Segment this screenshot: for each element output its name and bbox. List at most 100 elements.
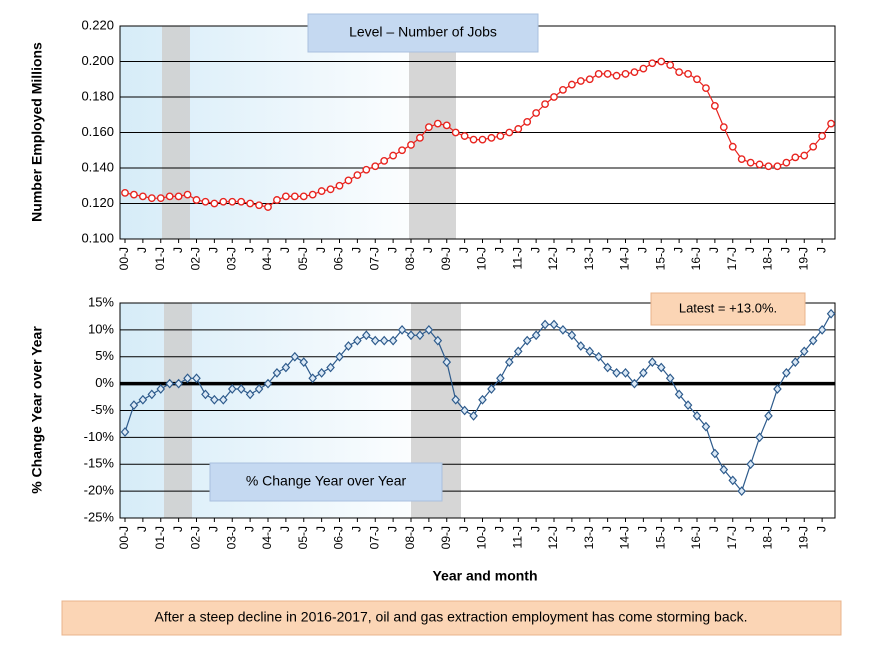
data-point (639, 64, 648, 73)
data-point (416, 133, 424, 142)
data-point (192, 196, 201, 204)
y-tick-label: -20% (84, 483, 115, 498)
data-point (603, 362, 612, 373)
x-tick-label: 02-J (189, 526, 203, 549)
data-point (130, 190, 138, 199)
x-tick-label: 19-J (796, 526, 810, 549)
x-tick-label: J (350, 526, 364, 532)
data-point (290, 192, 299, 201)
data-point (219, 197, 228, 206)
data-point (755, 160, 764, 169)
data-point (442, 121, 451, 130)
x-tick-label: 17-J (725, 247, 739, 270)
data-point (532, 109, 541, 117)
data-point (469, 410, 478, 421)
x-tick-label: J (314, 526, 328, 532)
data-point (621, 367, 630, 378)
data-point (737, 155, 746, 164)
data-point (719, 123, 728, 132)
data-point (370, 335, 380, 346)
data-point (344, 176, 353, 185)
data-point (407, 141, 415, 149)
y-tick-label: -5% (91, 402, 115, 417)
data-point (442, 357, 452, 368)
x-tick-label: 15-J (653, 526, 667, 549)
data-point (630, 68, 639, 77)
data-point (523, 117, 532, 126)
data-point (782, 158, 791, 167)
data-point (549, 319, 559, 330)
data-point (559, 86, 567, 94)
data-point (487, 133, 496, 142)
data-point (255, 201, 263, 210)
x-tick-label: J (779, 247, 793, 253)
data-point (263, 378, 273, 389)
x-tick-label: 14-J (618, 526, 632, 549)
data-point (693, 75, 701, 84)
data-point (433, 335, 443, 346)
data-point (808, 335, 818, 346)
data-point (165, 192, 174, 201)
data-point (397, 324, 407, 335)
caption-box (61, 600, 842, 636)
data-point (692, 410, 702, 421)
x-tick-label: J (671, 526, 685, 532)
x-tick-label: J (314, 247, 328, 253)
data-point (799, 346, 809, 357)
data-point (317, 187, 326, 195)
x-tick-label: J (350, 247, 364, 253)
x-tick-label: J (671, 247, 685, 253)
data-point (147, 194, 156, 203)
x-tick-label: 16-J (689, 526, 703, 549)
x-tick-label: J (457, 247, 471, 253)
data-point (388, 335, 398, 346)
y-tick-label: 0.120 (81, 195, 114, 210)
x-tick-label: 05-J (296, 526, 310, 549)
x-tick-label: J (242, 526, 256, 532)
data-point (353, 171, 362, 180)
data-point (156, 384, 166, 394)
x-tick-label: 08-J (403, 247, 417, 270)
x-tick-label: 04-J (260, 526, 274, 549)
data-point (210, 199, 219, 208)
data-point (701, 421, 711, 432)
data-point (254, 384, 264, 394)
data-point (183, 190, 192, 199)
data-point (666, 61, 675, 69)
data-point (719, 464, 729, 475)
data-point (335, 181, 344, 190)
x-tick-label: J (779, 526, 793, 532)
data-point (201, 389, 210, 400)
data-point (684, 70, 692, 78)
data-point (326, 185, 335, 194)
data-point (299, 192, 308, 201)
data-point (379, 335, 389, 346)
x-tick-label: 03-J (224, 526, 238, 549)
data-point (550, 93, 558, 101)
data-point (541, 100, 549, 109)
data-point (710, 101, 719, 110)
data-point (228, 197, 237, 206)
data-point (648, 59, 657, 68)
data-point (210, 394, 219, 405)
x-tick-label: 15-J (653, 247, 667, 270)
x-tick-label: 00-J (117, 526, 131, 549)
data-point (656, 362, 666, 373)
x-tick-label: 02-J (189, 247, 203, 270)
data-point (674, 389, 684, 400)
y-tick-label: 0% (95, 375, 114, 390)
x-tick-label: J (814, 526, 828, 532)
data-point (567, 330, 577, 341)
x-tick-label: J (600, 526, 614, 532)
x-tick-label: J (707, 526, 721, 532)
x-tick-label: J (385, 526, 399, 532)
data-point (183, 373, 192, 384)
x-tick-label: 13-J (582, 247, 596, 270)
y-tick-label: -10% (84, 429, 115, 444)
data-point (603, 70, 612, 78)
title-box (307, 13, 539, 53)
data-point (451, 394, 460, 405)
data-point (353, 335, 362, 346)
data-point (308, 190, 317, 199)
data-point (272, 367, 282, 378)
